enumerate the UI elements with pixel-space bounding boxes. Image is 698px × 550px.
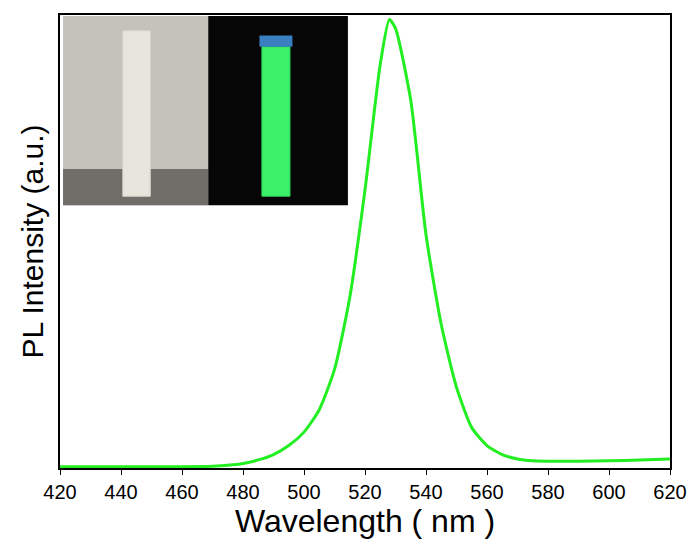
svg-text:520: 520 bbox=[348, 481, 381, 503]
svg-text:480: 480 bbox=[226, 481, 259, 503]
svg-text:PL Intensity (a.u.): PL Intensity (a.u.) bbox=[16, 125, 49, 359]
svg-text:560: 560 bbox=[470, 481, 503, 503]
svg-text:420: 420 bbox=[43, 481, 76, 503]
svg-text:540: 540 bbox=[409, 481, 442, 503]
svg-text:620: 620 bbox=[653, 481, 686, 503]
svg-text:460: 460 bbox=[165, 481, 198, 503]
svg-text:580: 580 bbox=[531, 481, 564, 503]
svg-text:500: 500 bbox=[287, 481, 320, 503]
svg-text:Wavelength ( nm ): Wavelength ( nm ) bbox=[235, 503, 495, 539]
svg-text:440: 440 bbox=[104, 481, 137, 503]
svg-text:600: 600 bbox=[592, 481, 625, 503]
